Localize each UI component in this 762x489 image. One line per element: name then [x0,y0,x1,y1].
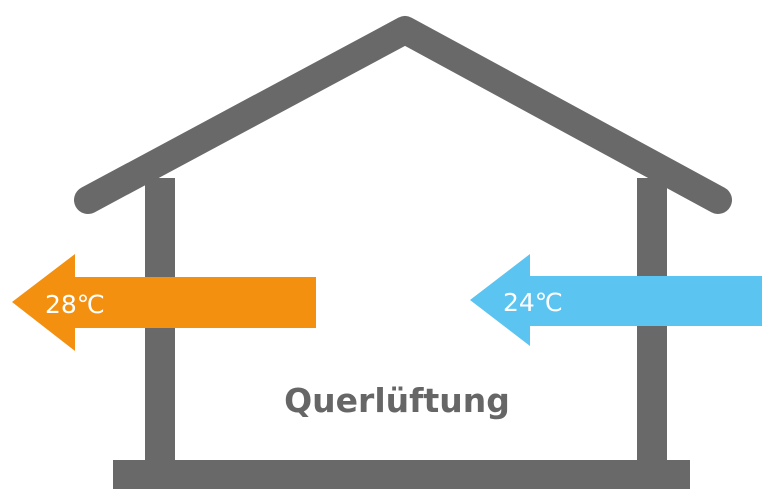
house [88,30,718,489]
outflow-temperature: 28℃ [45,290,105,319]
caption: Querlüftung [284,381,510,420]
cross-ventilation-diagram: 28℃ 24℃ Querlüftung [0,0,762,489]
roof [88,30,718,200]
inflow-temperature: 24℃ [503,288,563,317]
floor [113,460,690,489]
